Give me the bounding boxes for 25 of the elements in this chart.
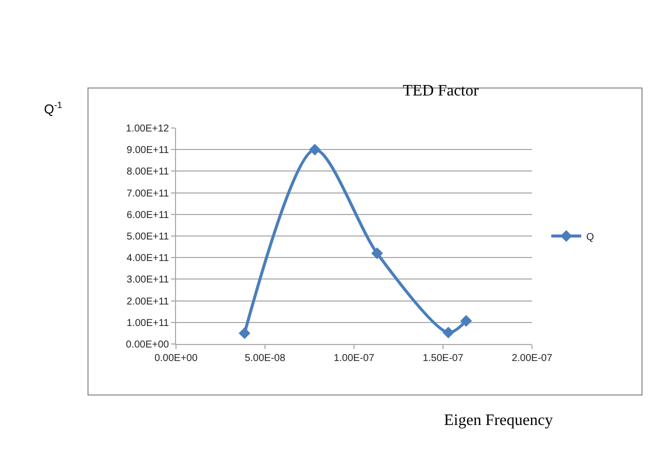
y-tick-label: 0.00E+00 <box>126 340 170 350</box>
x-tick-label: 2.00E-07 <box>512 353 553 364</box>
point <box>308 144 321 156</box>
point <box>460 315 472 327</box>
x-tick-label: 0.00E+00 <box>154 353 198 364</box>
y-tick-label: 5.00E+11 <box>126 232 170 242</box>
y-tick-label: 1.00E+11 <box>126 318 170 329</box>
y-tick-label: 1.00E+12 <box>126 124 170 134</box>
x-tick-label: 1.50E-07 <box>422 353 464 364</box>
point <box>238 327 250 340</box>
y-tick-label: 9.00E+11 <box>126 145 170 156</box>
y-tick-label: 2.00E+11 <box>126 296 170 308</box>
y-tick-label: 7.00E+11 <box>126 188 170 200</box>
chart-title: TED Factor <box>402 82 480 100</box>
point <box>442 326 454 338</box>
x-axis-title: Eigen Frequency <box>444 412 553 429</box>
x-tick-label: 5.00E-08 <box>244 353 286 364</box>
y-tick-label: 4.00E+11 <box>126 253 170 264</box>
y-tick-label: 8.00E+11 <box>126 166 170 178</box>
y-axis-title: Q$^{-1}$ <box>44 100 62 116</box>
legend-label: Q <box>586 232 594 243</box>
y-tick-label: 6.00E+11 <box>126 210 170 221</box>
x-tick-label: 1.00E-07 <box>334 353 375 364</box>
point <box>371 247 383 260</box>
y-tick-label: 3.00E+11 <box>126 274 170 286</box>
